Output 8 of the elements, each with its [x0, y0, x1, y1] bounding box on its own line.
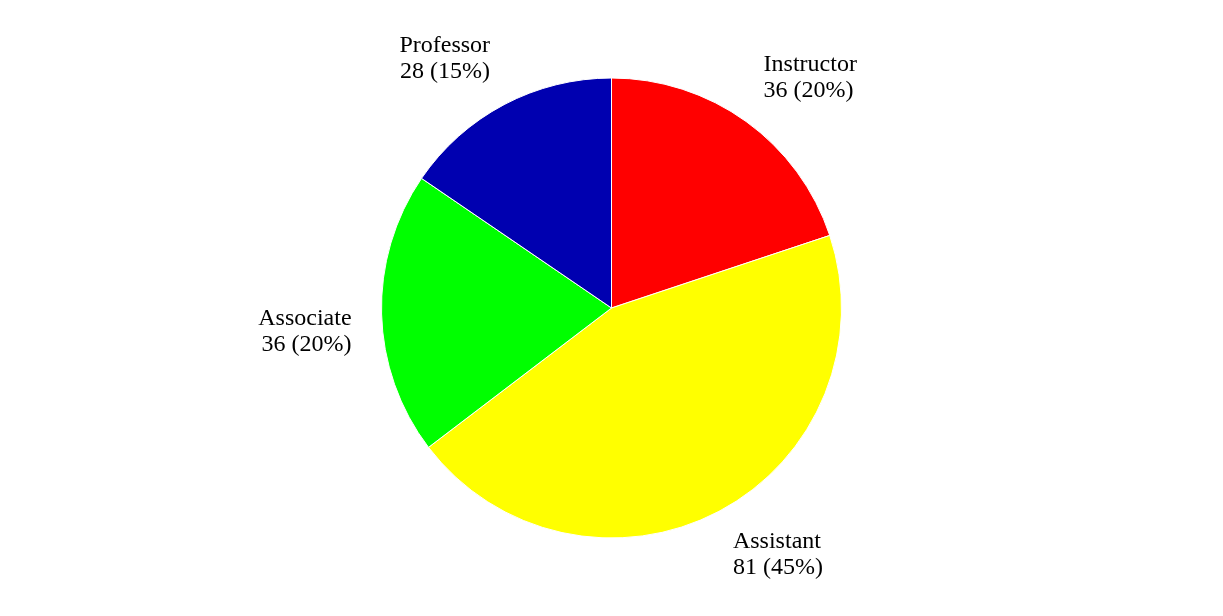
- data-label: 28 (15%): [400, 57, 491, 84]
- slice-label: Assistant: [732, 526, 822, 553]
- slice-label: Associate: [258, 303, 352, 330]
- slice-label: Instructor: [763, 50, 857, 77]
- slice-label: Professor: [399, 31, 491, 58]
- data-label: 81 (45%): [732, 552, 823, 579]
- data-label: 36 (20%): [261, 329, 352, 356]
- data-label: 36 (20%): [763, 76, 854, 103]
